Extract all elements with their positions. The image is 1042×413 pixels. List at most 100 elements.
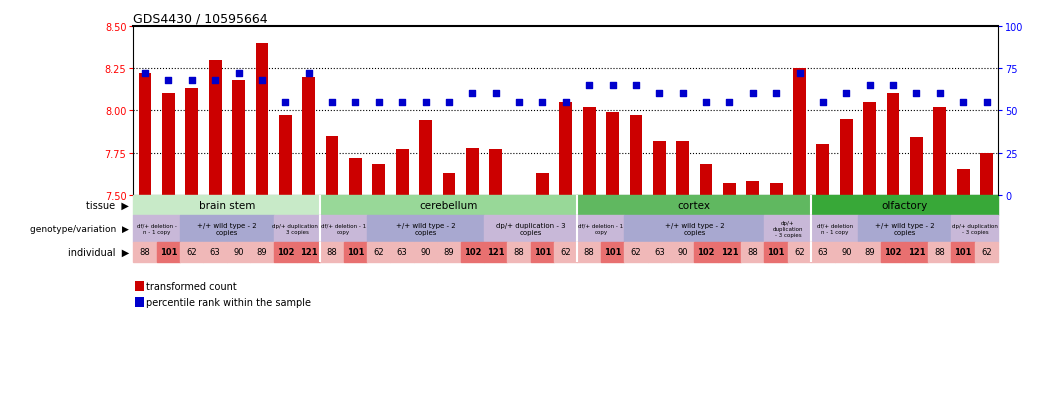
Point <box>791 71 808 77</box>
Bar <box>419 121 432 195</box>
Bar <box>817 145 829 195</box>
Bar <box>863 103 876 195</box>
Bar <box>133 195 320 216</box>
Text: dp/+ duplication -
3 copies: dp/+ duplication - 3 copies <box>272 223 322 234</box>
Bar <box>765 242 788 262</box>
Point <box>207 78 224 84</box>
Bar <box>741 242 765 262</box>
Point <box>932 91 948 97</box>
Text: 102: 102 <box>276 248 294 256</box>
Bar <box>858 242 882 262</box>
Point <box>277 100 294 106</box>
Point <box>838 91 854 97</box>
Point <box>815 100 832 106</box>
Bar <box>133 242 156 262</box>
Bar <box>746 182 760 195</box>
Text: GDS4430 / 10595664: GDS4430 / 10595664 <box>133 13 268 26</box>
Bar <box>274 216 320 242</box>
Bar <box>560 103 572 195</box>
Bar <box>232 81 245 195</box>
Bar <box>812 195 998 216</box>
Text: 121: 121 <box>908 248 925 256</box>
Point <box>674 91 691 97</box>
Text: 63: 63 <box>209 248 221 256</box>
Bar <box>770 183 783 195</box>
Point <box>885 83 901 89</box>
Text: 89: 89 <box>256 248 267 256</box>
Text: df/+ deletion - 1
copy: df/+ deletion - 1 copy <box>578 223 623 234</box>
Bar <box>203 242 227 262</box>
Bar <box>577 216 624 242</box>
Text: df/+ deletion - 1
copy: df/+ deletion - 1 copy <box>321 223 367 234</box>
Bar <box>255 44 269 195</box>
Bar <box>671 242 694 262</box>
Bar <box>835 242 858 262</box>
Bar <box>536 173 549 195</box>
Text: 102: 102 <box>697 248 715 256</box>
Bar <box>765 216 812 242</box>
Bar <box>904 242 928 262</box>
Bar <box>227 242 250 262</box>
Bar <box>349 158 362 195</box>
Bar <box>250 242 274 262</box>
Bar <box>483 242 507 262</box>
Text: 90: 90 <box>841 248 851 256</box>
Bar <box>483 216 577 242</box>
Bar <box>554 242 577 262</box>
Text: dp/+ duplication
- 3 copies: dp/+ duplication - 3 copies <box>952 223 998 234</box>
Bar <box>606 113 619 195</box>
Text: 89: 89 <box>865 248 875 256</box>
Bar <box>279 116 292 195</box>
Bar <box>934 108 946 195</box>
Bar <box>624 216 765 242</box>
Bar <box>648 242 671 262</box>
Text: 121: 121 <box>300 248 318 256</box>
Bar <box>320 195 577 216</box>
Bar <box>530 242 554 262</box>
Bar <box>162 94 175 195</box>
Text: 101: 101 <box>534 248 551 256</box>
Text: df/+ deletion
n - 1 copy: df/+ deletion n - 1 copy <box>817 223 852 234</box>
Text: 62: 62 <box>561 248 571 256</box>
Bar <box>957 170 970 195</box>
Text: genotype/variation  ▶: genotype/variation ▶ <box>30 224 129 233</box>
Text: tissue  ▶: tissue ▶ <box>86 200 129 211</box>
Text: 88: 88 <box>140 248 150 256</box>
Bar <box>443 173 455 195</box>
Text: 62: 62 <box>630 248 641 256</box>
Text: 88: 88 <box>327 248 338 256</box>
Bar <box>694 242 718 262</box>
Text: 121: 121 <box>487 248 504 256</box>
Point <box>488 91 504 97</box>
Text: 88: 88 <box>747 248 759 256</box>
Text: cortex: cortex <box>678 200 711 211</box>
Bar <box>326 136 339 195</box>
Point <box>698 100 715 106</box>
Bar <box>676 141 689 195</box>
Bar <box>723 183 736 195</box>
Point <box>230 71 247 77</box>
Bar <box>391 242 414 262</box>
Bar <box>367 216 483 242</box>
Text: 88: 88 <box>584 248 595 256</box>
Bar <box>928 242 951 262</box>
Bar <box>812 242 835 262</box>
Text: 62: 62 <box>794 248 804 256</box>
Bar <box>653 141 666 195</box>
Text: 62: 62 <box>187 248 197 256</box>
Bar <box>858 216 951 242</box>
Point <box>347 100 364 106</box>
Bar <box>718 242 741 262</box>
Point <box>441 100 457 106</box>
Text: 88: 88 <box>935 248 945 256</box>
Text: +/+ wild type - 2
copies: +/+ wild type - 2 copies <box>875 222 935 235</box>
Text: 63: 63 <box>818 248 828 256</box>
Point <box>371 100 388 106</box>
Text: cerebellum: cerebellum <box>420 200 478 211</box>
Bar <box>629 116 642 195</box>
Point <box>160 78 177 84</box>
Bar <box>297 242 320 262</box>
Text: 62: 62 <box>373 248 384 256</box>
Text: df/+ deletion -
n - 1 copy: df/+ deletion - n - 1 copy <box>137 223 177 234</box>
Point <box>394 100 411 106</box>
